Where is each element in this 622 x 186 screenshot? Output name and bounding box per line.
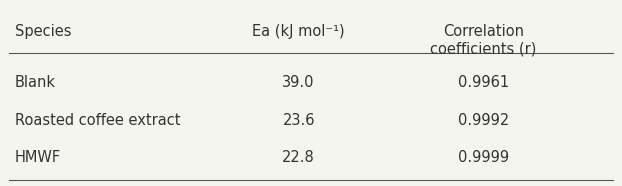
- Text: 39.0: 39.0: [282, 75, 315, 90]
- Text: Species: Species: [15, 24, 72, 39]
- Text: Roasted coffee extract: Roasted coffee extract: [15, 113, 180, 128]
- Text: 0.9999: 0.9999: [458, 150, 509, 166]
- Text: HMWF: HMWF: [15, 150, 61, 166]
- Text: Ea (kJ mol⁻¹): Ea (kJ mol⁻¹): [253, 24, 345, 39]
- Text: Blank: Blank: [15, 75, 56, 90]
- Text: 0.9992: 0.9992: [458, 113, 509, 128]
- Text: Correlation
coefficients (r): Correlation coefficients (r): [430, 24, 537, 57]
- Text: 0.9961: 0.9961: [458, 75, 509, 90]
- Text: 23.6: 23.6: [282, 113, 315, 128]
- Text: 22.8: 22.8: [282, 150, 315, 166]
